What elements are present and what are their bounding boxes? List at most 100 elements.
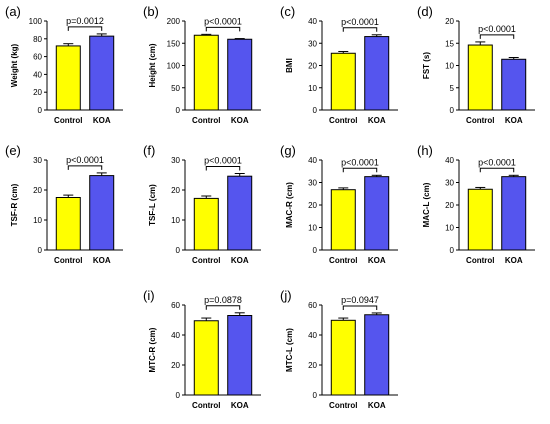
y-tick-label: 0 xyxy=(176,106,181,115)
y-tick-label: 10 xyxy=(308,224,317,233)
significance-bracket xyxy=(342,27,378,32)
category-label: Control xyxy=(54,116,82,125)
y-tick-label: 0 xyxy=(313,391,318,400)
category-label: Control xyxy=(466,256,494,265)
chart-panel: (e) 0 10 20 30 TSF-R (cm) Control KOA p<0.0001 xyxy=(5,143,123,265)
bar-koa xyxy=(364,314,390,396)
category-label: Control xyxy=(192,401,220,410)
p-value-label: p<0.0001 xyxy=(478,157,516,167)
y-tick-label: 5 xyxy=(450,84,455,93)
category-label: Control xyxy=(54,256,82,265)
p-value-label: p=0.0947 xyxy=(341,295,379,305)
panel-label: (c) xyxy=(280,4,295,19)
y-tick-label: 20 xyxy=(33,186,42,195)
significance-bracket xyxy=(342,167,378,173)
y-tick-label: 10 xyxy=(445,224,454,233)
y-tick-label: 0 xyxy=(450,246,455,255)
significance-bracket xyxy=(342,305,378,310)
bar-control xyxy=(193,320,219,396)
category-label: KOA xyxy=(368,256,386,265)
panel-label: (e) xyxy=(5,143,21,158)
y-tick-label: 20 xyxy=(445,17,454,26)
bar-koa xyxy=(364,36,390,111)
category-label: KOA xyxy=(505,116,523,125)
y-tick-label: 20 xyxy=(171,186,180,195)
bar-control xyxy=(193,34,219,111)
y-tick-label: 20 xyxy=(445,201,454,210)
y-tick-label: 20 xyxy=(308,62,317,71)
panel-label: (f) xyxy=(143,143,155,158)
bar-control xyxy=(55,45,81,111)
bar-koa xyxy=(89,175,115,251)
y-tick-label: 80 xyxy=(33,35,42,44)
chart-panel: (c) 0 10 20 30 40 BMI Control KOA p<0.0001 xyxy=(280,4,398,125)
y-tick-label: 30 xyxy=(33,156,42,165)
y-tick-label: 100 xyxy=(167,62,181,71)
y-tick-label: 30 xyxy=(171,156,180,165)
y-tick-label: 60 xyxy=(308,301,317,310)
y-tick-label: 0 xyxy=(313,106,318,115)
y-tick-label: 200 xyxy=(167,17,181,26)
y-tick-label: 10 xyxy=(445,62,454,71)
bar-control xyxy=(193,197,219,251)
category-label: KOA xyxy=(368,401,386,410)
bar-koa xyxy=(227,315,253,396)
p-value-label: p<0.0001 xyxy=(341,17,379,27)
p-value-label: p=0.0878 xyxy=(204,295,242,305)
y-tick-label: 10 xyxy=(33,216,42,225)
category-label: Control xyxy=(329,256,357,265)
panel-label: (a) xyxy=(5,4,21,19)
significance-bracket xyxy=(67,26,103,31)
panel-label: (h) xyxy=(417,143,433,158)
significance-bracket xyxy=(67,165,103,170)
y-tick-label: 30 xyxy=(445,179,454,188)
panel-label: (j) xyxy=(280,288,292,303)
category-label: KOA xyxy=(93,116,111,125)
category-label: Control xyxy=(192,116,220,125)
y-axis-label: Weight (kg) xyxy=(10,43,19,87)
bar-control xyxy=(330,189,356,251)
p-value-label: p=0.0012 xyxy=(66,16,104,26)
bar-koa xyxy=(501,58,527,111)
y-tick-label: 40 xyxy=(445,156,454,165)
bar-control xyxy=(330,319,356,396)
significance-bracket xyxy=(205,26,241,32)
y-tick-label: 30 xyxy=(308,39,317,48)
y-tick-label: 40 xyxy=(33,70,42,79)
category-label: KOA xyxy=(505,256,523,265)
y-tick-label: 40 xyxy=(171,331,180,340)
bar-koa xyxy=(227,38,253,111)
category-label: KOA xyxy=(231,401,249,410)
chart-panel: (a) 0 20 40 60 80 100 Weight (kg) Control KOA p=0.… xyxy=(5,4,123,125)
bar-control xyxy=(467,188,493,251)
y-tick-label: 30 xyxy=(308,179,317,188)
y-tick-label: 60 xyxy=(171,301,180,310)
bar-koa xyxy=(364,176,390,251)
p-value-label: p<0.0001 xyxy=(341,157,379,167)
y-axis-label: FST (s) xyxy=(422,52,431,79)
category-label: KOA xyxy=(231,256,249,265)
y-axis-label: BMI xyxy=(285,58,294,73)
y-tick-label: 0 xyxy=(38,246,43,255)
y-tick-label: 20 xyxy=(308,201,317,210)
significance-bracket xyxy=(479,167,515,173)
bar-control xyxy=(55,197,81,251)
y-tick-label: 40 xyxy=(308,156,317,165)
category-label: KOA xyxy=(231,116,249,125)
y-tick-label: 150 xyxy=(167,39,181,48)
y-axis-label: MAC-R (cm) xyxy=(285,182,294,228)
chart-panel: (j) 0 20 40 60 MTC-L (cm) Control KOA p=0.0947 xyxy=(280,288,398,410)
y-tick-label: 0 xyxy=(38,106,43,115)
y-tick-label: 0 xyxy=(176,246,181,255)
y-axis-label: MAC-L (cm) xyxy=(422,182,431,227)
panel-label: (i) xyxy=(143,288,155,303)
panel-label: (b) xyxy=(143,4,159,19)
p-value-label: p<0.0001 xyxy=(204,16,242,26)
category-label: KOA xyxy=(93,256,111,265)
y-tick-label: 40 xyxy=(308,331,317,340)
p-value-label: p<0.0001 xyxy=(66,155,104,165)
y-tick-label: 20 xyxy=(171,361,180,370)
chart-panel: (d) 0 5 10 15 20 FST (s) Control KOA p<0.0001 xyxy=(417,4,535,125)
y-axis-label: MTC-L (cm) xyxy=(285,328,294,372)
category-label: Control xyxy=(329,116,357,125)
